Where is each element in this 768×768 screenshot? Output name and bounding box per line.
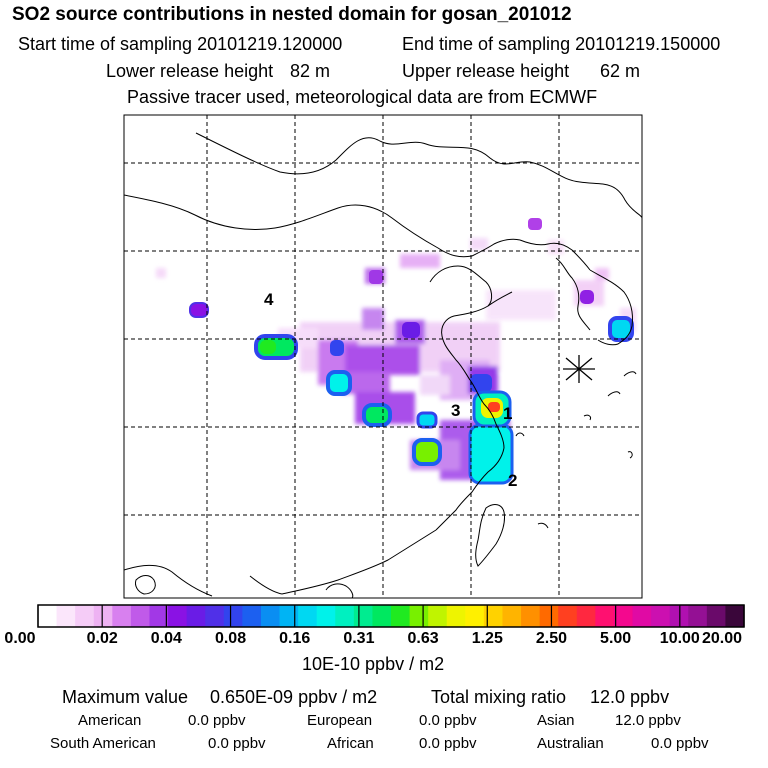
colorbar-cell xyxy=(223,605,243,627)
colorbar-cell xyxy=(595,605,615,627)
colorbar-tick-label: 2.50 xyxy=(535,630,568,647)
max-value: 0.650E-09 ppbv / m2 xyxy=(210,687,378,707)
colorbar-tick-label: 20.00 xyxy=(701,630,743,647)
colorbar-cell xyxy=(335,605,355,627)
colorbar-cell xyxy=(186,605,206,627)
colorbar-cell xyxy=(391,605,411,627)
lower-release-value: 82 m xyxy=(290,61,331,81)
total-mixing-label: Total mixing ratio xyxy=(431,687,567,707)
colorbar-cell xyxy=(112,605,132,627)
colorbar-cell xyxy=(205,605,225,627)
colorbar-tick-label: 0.02 xyxy=(86,630,118,647)
start-time-label: Start time of sampling 20101219.120000 xyxy=(18,34,343,54)
colorbar-cell xyxy=(372,605,392,627)
colorbar-cell xyxy=(446,605,466,627)
receptor-star-icon xyxy=(563,355,595,383)
region-name: South American xyxy=(50,735,156,752)
colorbar-cell xyxy=(502,605,522,627)
colorbar-tick-label: 0.63 xyxy=(407,630,439,647)
colorbar-tick-label: 0.00 xyxy=(4,630,36,647)
source-label-4: 4 xyxy=(264,290,274,309)
colorbar-tick-label: 0.04 xyxy=(150,630,182,647)
colorbar-cell xyxy=(242,605,262,627)
tracer-note: Passive tracer used, meteorological data… xyxy=(127,87,598,107)
end-time-label: End time of sampling 20101219.150000 xyxy=(402,34,721,54)
colorbar-cell xyxy=(149,605,169,627)
lower-release-label: Lower release height xyxy=(106,61,274,81)
colorbar-cell xyxy=(56,605,76,627)
region-name: Australian xyxy=(537,735,604,752)
colorbar-cell xyxy=(576,605,596,627)
colorbar-cell xyxy=(93,605,113,627)
colorbar-cell xyxy=(539,605,559,627)
coastlines xyxy=(124,132,642,598)
colorbar-cell xyxy=(651,605,671,627)
colorbar-cell xyxy=(75,605,95,627)
upper-release-value: 62 m xyxy=(600,61,641,81)
region-value: 12.0 ppbv xyxy=(615,712,681,729)
region-value: 0.0 ppbv xyxy=(208,735,266,752)
colorbar-cell xyxy=(428,605,448,627)
map-title: SO2 source contributions in nested domai… xyxy=(12,4,572,25)
colorbar-cell xyxy=(130,605,151,627)
region-value: 0.0 ppbv xyxy=(651,735,709,752)
colorbar-cell xyxy=(409,605,429,627)
colorbar-tick-label: 10.00 xyxy=(659,630,700,647)
colorbar-tick-label: 0.31 xyxy=(343,630,375,647)
colorbar-tick-label: 0.16 xyxy=(279,630,311,647)
colorbar-unit: 10E-10 ppbv / m2 xyxy=(302,654,445,674)
max-value-label: Maximum value xyxy=(62,687,189,707)
graticule xyxy=(124,115,642,598)
region-name: African xyxy=(327,735,374,752)
colorbar-tick-label: 5.00 xyxy=(600,630,632,647)
region-name: American xyxy=(78,712,142,729)
colorbar-cell xyxy=(725,605,745,627)
colorbar-cell xyxy=(353,605,374,627)
colorbar-tick-label: 1.25 xyxy=(471,630,503,647)
colorbar-cell xyxy=(483,605,504,627)
colorbar-cell xyxy=(260,605,281,627)
colorbar-cell xyxy=(521,605,541,627)
colorbar-cell xyxy=(632,605,652,627)
colorbar-cell xyxy=(38,605,58,627)
colorbar-cell xyxy=(316,605,336,627)
colorbar-tick-label: 0.08 xyxy=(214,630,247,647)
region-value: 0.0 ppbv xyxy=(188,712,246,729)
colorbar-cell xyxy=(279,605,299,627)
colorbar-cell xyxy=(168,605,188,627)
map-frame xyxy=(123,114,643,599)
total-mixing-value: 12.0 ppbv xyxy=(590,687,670,707)
colorbar-cell xyxy=(688,605,708,627)
colorbar-cell xyxy=(558,605,578,627)
region-name: European xyxy=(307,712,373,729)
region-value: 0.0 ppbv xyxy=(419,735,477,752)
source-label-3: 3 xyxy=(451,401,460,420)
source-label-2: 2 xyxy=(508,471,517,490)
colorbar-cell xyxy=(298,605,318,627)
region-value: 0.0 ppbv xyxy=(419,712,477,729)
colorbar-cell xyxy=(613,605,634,627)
source-label-1: 1 xyxy=(503,404,512,423)
colorbar-cell xyxy=(465,605,485,627)
concentration-blobs xyxy=(189,218,634,485)
region-name: Asian xyxy=(537,712,575,729)
colorbar-cell xyxy=(706,605,727,627)
colorbar-frame xyxy=(37,604,745,628)
upper-release-label: Upper release height xyxy=(402,61,570,81)
